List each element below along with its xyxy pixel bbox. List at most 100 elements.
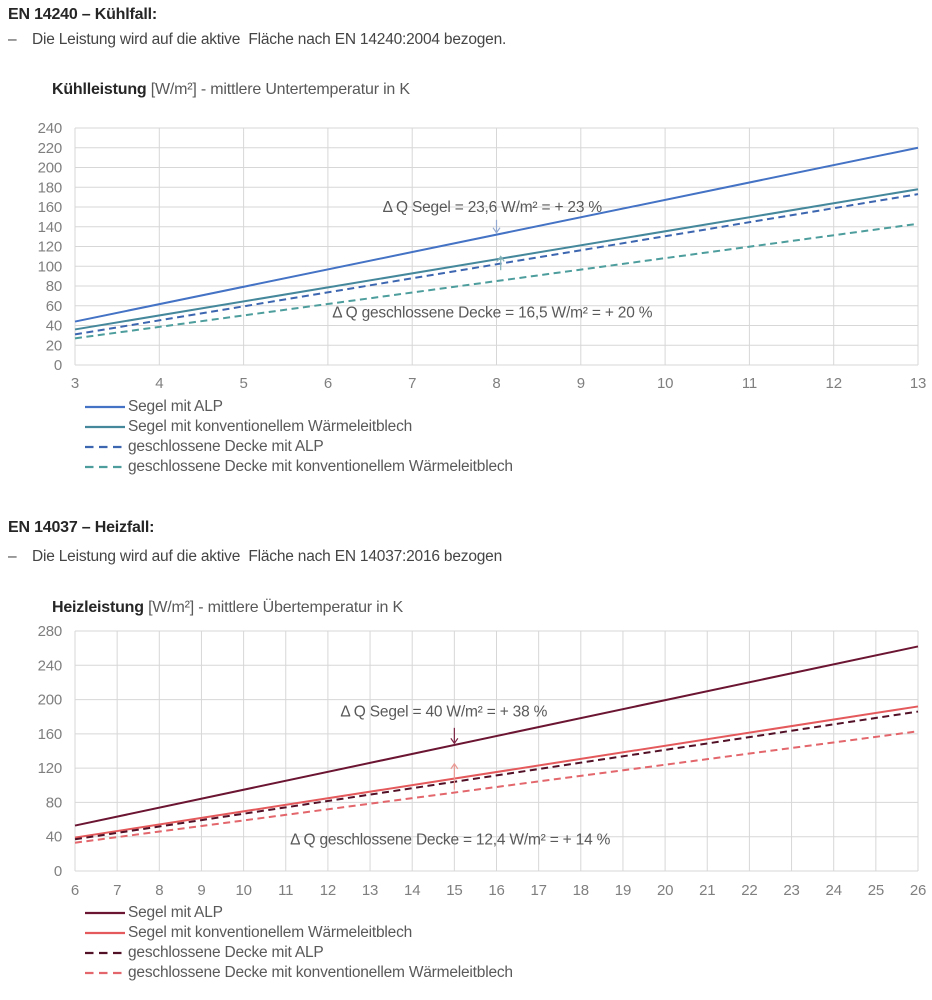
x-axis-tick-label: 21: [699, 882, 715, 899]
y-axis-tick-label: 140: [38, 219, 62, 236]
legend-item: geschlossene Decke mit konventionellem W…: [85, 963, 513, 983]
legend-swatch-dashed-line: [85, 445, 125, 449]
chart-title-bold: Heizleistung: [51, 599, 144, 616]
legend-item: Segel mit ALP: [85, 397, 513, 417]
y-axis-tick-label: 280: [38, 623, 62, 640]
annotation-arrow-head: [450, 762, 459, 770]
x-axis-tick-label: 8: [492, 375, 500, 392]
legend-item: geschlossene Decke mit ALP: [85, 437, 513, 457]
legend-swatch-solid-line: [85, 425, 125, 429]
y-axis-tick-label: 40: [46, 829, 62, 846]
x-axis-tick-label: 5: [240, 375, 248, 392]
y-axis-tick-label: 160: [38, 199, 62, 216]
legend-item: Segel mit konventionellem Wärmeleitblech: [85, 417, 513, 437]
y-axis-tick-label: 100: [38, 258, 62, 275]
annotation-text: Δ Q geschlossene Decke = 16,5 W/m² = + 2…: [332, 305, 653, 322]
x-axis-tick-label: 4: [155, 375, 163, 392]
cooling-chart-legend: Segel mit ALP Segel mit konventionellem W…: [85, 397, 513, 477]
x-axis-tick-label: 3: [71, 375, 79, 392]
y-axis-tick-label: 200: [38, 160, 62, 177]
legend-item: Segel mit konventionellem Wärmeleitblech: [85, 923, 513, 943]
legend-swatch-dashed-line: [85, 971, 125, 975]
x-axis-tick-label: 10: [235, 882, 251, 899]
annotation-text: Δ Q Segel = 40 W/m² = + 38 %: [340, 704, 547, 721]
annotation-arrow-head: [492, 227, 501, 234]
chart-title-rest: [W/m²] - mittlere Übertemperatur in K: [143, 599, 403, 616]
y-axis-tick-label: 180: [38, 179, 62, 196]
x-axis-tick-label: 16: [488, 882, 504, 899]
x-axis-tick-label: 17: [531, 882, 547, 899]
legend-label: Segel mit ALP: [128, 904, 223, 921]
x-axis-tick-label: 13: [910, 375, 926, 392]
x-axis-tick-label: 10: [657, 375, 673, 392]
series-line: [74, 188, 919, 331]
x-axis-tick-label: 7: [408, 375, 416, 392]
y-axis-tick-label: 120: [38, 239, 62, 256]
x-axis-tick-label: 8: [155, 882, 163, 899]
x-axis-tick-label: 25: [868, 882, 884, 899]
x-axis-tick-label: 12: [320, 882, 336, 899]
series-line: [74, 146, 919, 323]
legend-label: geschlossene Decke mit ALP: [128, 438, 324, 455]
heating-chart-legend: Segel mit ALP Segel mit konventionellem W…: [85, 903, 513, 983]
x-axis-tick-label: 15: [446, 882, 462, 899]
x-axis-tick-label: 9: [577, 375, 585, 392]
x-axis-tick-label: 20: [657, 882, 673, 899]
y-axis-tick-label: 60: [46, 298, 62, 315]
legend-swatch-solid-line: [85, 911, 125, 915]
y-axis-tick-label: 160: [38, 726, 62, 743]
legend-label: geschlossene Decke mit konventionellem W…: [128, 458, 513, 475]
x-axis-tick-label: 6: [324, 375, 332, 392]
legend-label: geschlossene Decke mit ALP: [128, 944, 324, 961]
x-axis-tick-label: 13: [362, 882, 378, 899]
bullet-text: Die Leistung wird auf die aktive Fläche …: [32, 548, 502, 565]
x-axis-tick-label: 19: [615, 882, 631, 899]
heating-chart-canvas: 6 7 8 9 10 11 12 13 14 15 16 17 18 19 20 21 22 23 24 25 26 0 4…: [38, 623, 927, 899]
series-line: [74, 705, 919, 839]
x-axis-tick-label: 9: [197, 882, 205, 899]
legend-label: Segel mit ALP: [128, 398, 223, 415]
x-axis-tick-label: 23: [783, 882, 799, 899]
y-axis-tick-label: 240: [38, 657, 62, 674]
y-axis-tick-label: 20: [46, 337, 62, 354]
cooling-chart-canvas: 3 4 5 6 7 8 9 10 11 12 13 0 20 40 60 80 100 120 140 160 180 2…: [38, 120, 927, 392]
legend-swatch-solid-line: [85, 931, 125, 935]
x-axis-tick-label: 11: [742, 375, 757, 392]
x-axis-tick-label: 18: [573, 882, 589, 899]
annotation-text: Δ Q Segel = 23,6 W/m² = + 23 %: [383, 199, 603, 216]
chart-title-rest: [W/m²] - mittlere Untertemperatur in K: [146, 81, 410, 98]
x-axis-tick-label: 22: [741, 882, 757, 899]
y-axis-tick-label: 80: [46, 278, 62, 295]
legend-label: geschlossene Decke mit konventionellem W…: [128, 964, 513, 981]
x-axis-tick-label: 12: [826, 375, 842, 392]
x-axis-tick-label: 26: [910, 882, 926, 899]
y-axis-tick-label: 200: [38, 692, 62, 709]
x-axis-tick-label: 6: [71, 882, 79, 899]
annotation-text: Δ Q geschlossene Decke = 12,4 W/m² = + 1…: [290, 831, 611, 848]
annotation-arrow-head: [450, 737, 459, 745]
bullet-text: Die Leistung wird auf die aktive Fläche …: [32, 31, 507, 48]
y-axis-tick-label: 120: [38, 760, 62, 777]
series-line: [74, 222, 919, 340]
legend-label: Segel mit konventionellem Wärmeleitblech: [128, 924, 413, 941]
legend-swatch-dashed-line: [85, 465, 125, 469]
series-line: [74, 645, 919, 827]
legend-item: Segel mit ALP: [85, 903, 513, 923]
legend-item: geschlossene Decke mit konventionellem W…: [85, 457, 513, 477]
y-axis-tick-label: 0: [54, 357, 62, 374]
annotation-arrow-head: [496, 255, 505, 262]
y-axis-tick-label: 240: [38, 120, 62, 137]
legend-item: geschlossene Decke mit ALP: [85, 943, 513, 963]
series-line: [74, 730, 919, 844]
y-axis-tick-label: 40: [46, 318, 62, 335]
chart-title-heating: Heizleistung [W/m²] - mittlere Übertempe…: [35, 581, 403, 635]
chart-title-cooling: Kühlleistung [W/m²] - mittlere Untertemp…: [35, 63, 410, 117]
bullet-dash: –: [8, 548, 17, 565]
legend-swatch-solid-line: [85, 405, 125, 409]
legend-swatch-dashed-line: [85, 951, 125, 955]
series-line: [74, 710, 919, 841]
y-axis-tick-label: 80: [46, 794, 62, 811]
series-line: [74, 193, 919, 336]
x-axis-tick-label: 14: [404, 882, 420, 899]
